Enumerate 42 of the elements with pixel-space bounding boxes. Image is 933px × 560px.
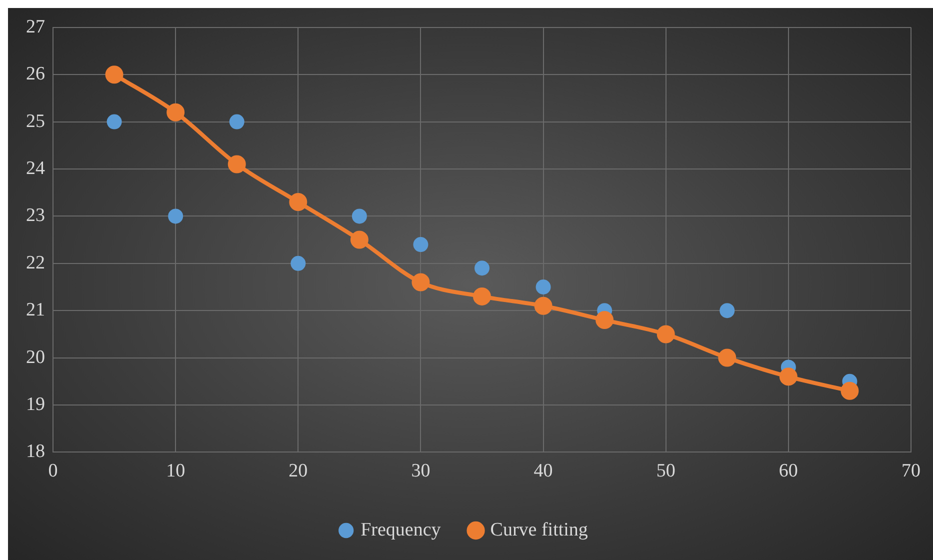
point (720, 303, 735, 318)
x-tick-label: 50 (656, 460, 676, 482)
y-tick-label: 24 (26, 158, 46, 179)
point (168, 208, 184, 224)
x-tick-label: 20 (288, 460, 308, 482)
y-tick-label: 19 (26, 394, 45, 415)
point (289, 193, 308, 212)
point (166, 103, 185, 122)
point (534, 296, 552, 315)
point (536, 280, 551, 294)
point (229, 114, 244, 130)
x-tick-label: 40 (534, 460, 553, 482)
x-tick-label: 0 (48, 460, 58, 482)
point (105, 66, 124, 84)
x-tick-label: 60 (778, 460, 798, 482)
point (656, 325, 675, 344)
point (596, 311, 614, 330)
point (779, 368, 798, 386)
point (474, 260, 490, 276)
point (840, 382, 859, 400)
y-tick-label: 27 (26, 16, 45, 38)
point (290, 256, 306, 271)
point (350, 230, 368, 249)
x-tick-label: 10 (166, 460, 186, 482)
legend-label: Frequency (360, 519, 442, 540)
point (718, 348, 736, 367)
point (352, 208, 367, 224)
y-tick-label: 18 (26, 441, 45, 462)
y-tick-label: 21 (26, 300, 45, 321)
y-tick-label: 23 (26, 205, 45, 226)
point (412, 273, 430, 292)
x-tick-label: 30 (411, 460, 430, 482)
x-tick-label: 70 (902, 460, 920, 482)
legend-label: Curve fitting (490, 519, 588, 540)
point (106, 114, 122, 130)
point (473, 287, 491, 306)
y-tick-label: 25 (26, 110, 45, 132)
y-tick-label: 26 (26, 64, 45, 85)
point (228, 155, 246, 174)
y-tick-label: 22 (26, 252, 45, 274)
point (413, 237, 428, 252)
y-tick-label: 20 (26, 346, 45, 368)
